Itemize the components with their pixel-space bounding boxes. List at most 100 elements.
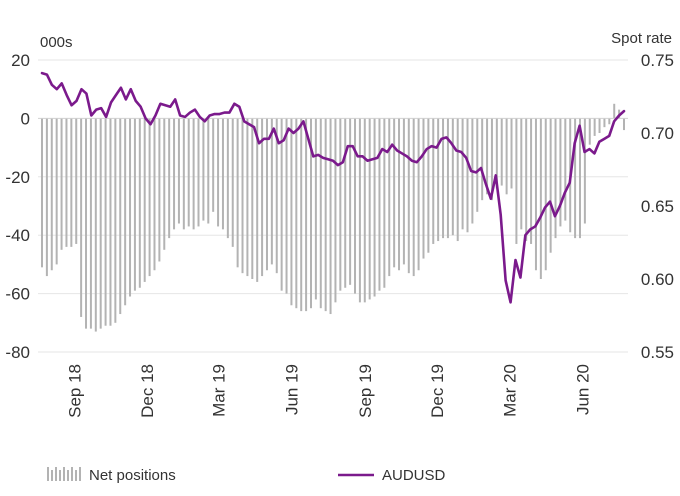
net-position-bar	[339, 118, 342, 291]
left-tick-label: -80	[5, 343, 30, 362]
net-position-bar	[217, 118, 220, 227]
net-position-bar	[212, 118, 215, 212]
net-position-bar	[251, 118, 254, 280]
net-position-bar	[549, 118, 552, 253]
legend-net-positions-label: Net positions	[89, 467, 176, 484]
legend-bar-mark	[67, 470, 69, 481]
net-position-bar	[226, 118, 229, 239]
net-position-bar	[275, 118, 278, 274]
net-position-bar	[520, 118, 523, 230]
net-position-bar	[221, 118, 224, 230]
x-tick-label: Mar 19	[209, 364, 228, 417]
net-position-bar	[177, 118, 180, 224]
x-axis-ticks: Sep 18 Dec 18 Mar 19 Jun 19 Sep 19 Dec 19 Mar …	[66, 364, 593, 418]
net-position-bar	[265, 118, 268, 271]
net-position-bar	[319, 118, 322, 309]
net-position-bar	[334, 118, 337, 303]
net-position-bar	[109, 118, 112, 326]
net-position-bar	[402, 118, 405, 265]
legend-net-positions-swatch	[47, 467, 81, 481]
net-position-bar	[363, 118, 366, 303]
net-position-bar	[451, 118, 454, 236]
legend-bar-mark	[59, 470, 61, 481]
net-position-bar	[290, 118, 293, 306]
left-tick-label: 0	[21, 109, 30, 128]
net-position-bar	[564, 118, 567, 221]
net-position-bar	[119, 118, 122, 315]
audusd-line	[40, 71, 626, 304]
legend-bar-mark	[55, 467, 57, 481]
net-position-bar	[202, 118, 205, 221]
x-tick-label: Sep 19	[356, 364, 375, 418]
net-position-bar	[114, 118, 117, 323]
net-position-bar	[608, 118, 611, 125]
legend-bar-mark	[71, 467, 73, 481]
net-position-bar	[383, 118, 386, 288]
net-position-bar	[593, 118, 596, 136]
net-position-bar	[314, 118, 317, 300]
net-position-bar	[261, 118, 264, 277]
net-position-bar	[495, 118, 498, 189]
net-position-bar	[280, 118, 283, 291]
net-position-bar	[182, 118, 185, 230]
net-position-bar	[442, 118, 445, 239]
net-position-bar	[486, 118, 489, 195]
right-tick-label: 0.70	[641, 124, 674, 143]
net-position-bar	[393, 118, 396, 268]
net-position-bar	[173, 118, 176, 230]
net-position-bar	[437, 118, 440, 242]
net-position-bar	[241, 118, 244, 274]
net-position-bar	[510, 118, 513, 189]
net-position-bar	[192, 118, 195, 230]
x-tick-label: Mar 20	[501, 364, 520, 417]
left-tick-label: -20	[5, 168, 30, 187]
x-tick-label: Jun 19	[283, 364, 302, 415]
net-position-bar	[456, 118, 459, 242]
net-position-bar	[613, 103, 616, 119]
net-position-bar	[197, 118, 200, 227]
net-position-bar	[598, 118, 601, 133]
net-position-bar	[99, 118, 102, 329]
net-position-bar	[305, 118, 308, 312]
grid-lines	[38, 59, 628, 353]
net-position-bar	[368, 118, 371, 300]
right-tick-label: 0.60	[641, 270, 674, 289]
left-tick-label: -60	[5, 285, 30, 304]
net-position-bar	[583, 118, 586, 224]
net-position-bar	[446, 118, 449, 239]
net-position-bar	[138, 118, 141, 288]
net-position-bar	[45, 118, 48, 277]
net-position-bar	[246, 118, 249, 277]
net-position-bar	[407, 118, 410, 274]
net-position-bar	[481, 118, 484, 201]
net-position-bar	[231, 118, 234, 247]
net-position-bar	[530, 118, 533, 244]
net-position-bar	[539, 118, 542, 280]
net-position-bar	[373, 118, 376, 297]
net-position-bar	[129, 118, 132, 297]
net-position-bar	[50, 118, 53, 271]
net-position-bar	[388, 118, 391, 277]
net-position-bar	[412, 118, 415, 277]
net-position-bar	[574, 118, 577, 239]
left-axis-unit: 000s	[40, 34, 73, 51]
net-position-bar	[124, 118, 127, 306]
net-position-bar	[256, 118, 259, 282]
net-position-bar	[578, 118, 581, 239]
net-position-bar	[236, 118, 239, 268]
right-axis-unit: Spot rate	[611, 30, 672, 47]
x-tick-label: Jun 20	[574, 364, 593, 415]
net-position-bar	[554, 118, 557, 239]
net-position-bar	[490, 118, 493, 201]
left-tick-label: -40	[5, 226, 30, 245]
net-position-bar	[500, 118, 503, 186]
right-tick-label: 0.75	[641, 51, 674, 70]
net-positions-bars	[41, 103, 625, 332]
net-position-bar	[461, 118, 464, 230]
legend-bar-mark	[75, 470, 77, 481]
net-position-bar	[187, 118, 190, 227]
net-position-bar	[153, 118, 156, 271]
net-position-bar	[427, 118, 430, 253]
net-position-bar	[398, 118, 401, 271]
left-axis-ticks: 20 0 -20 -40 -60 -80	[5, 51, 30, 362]
